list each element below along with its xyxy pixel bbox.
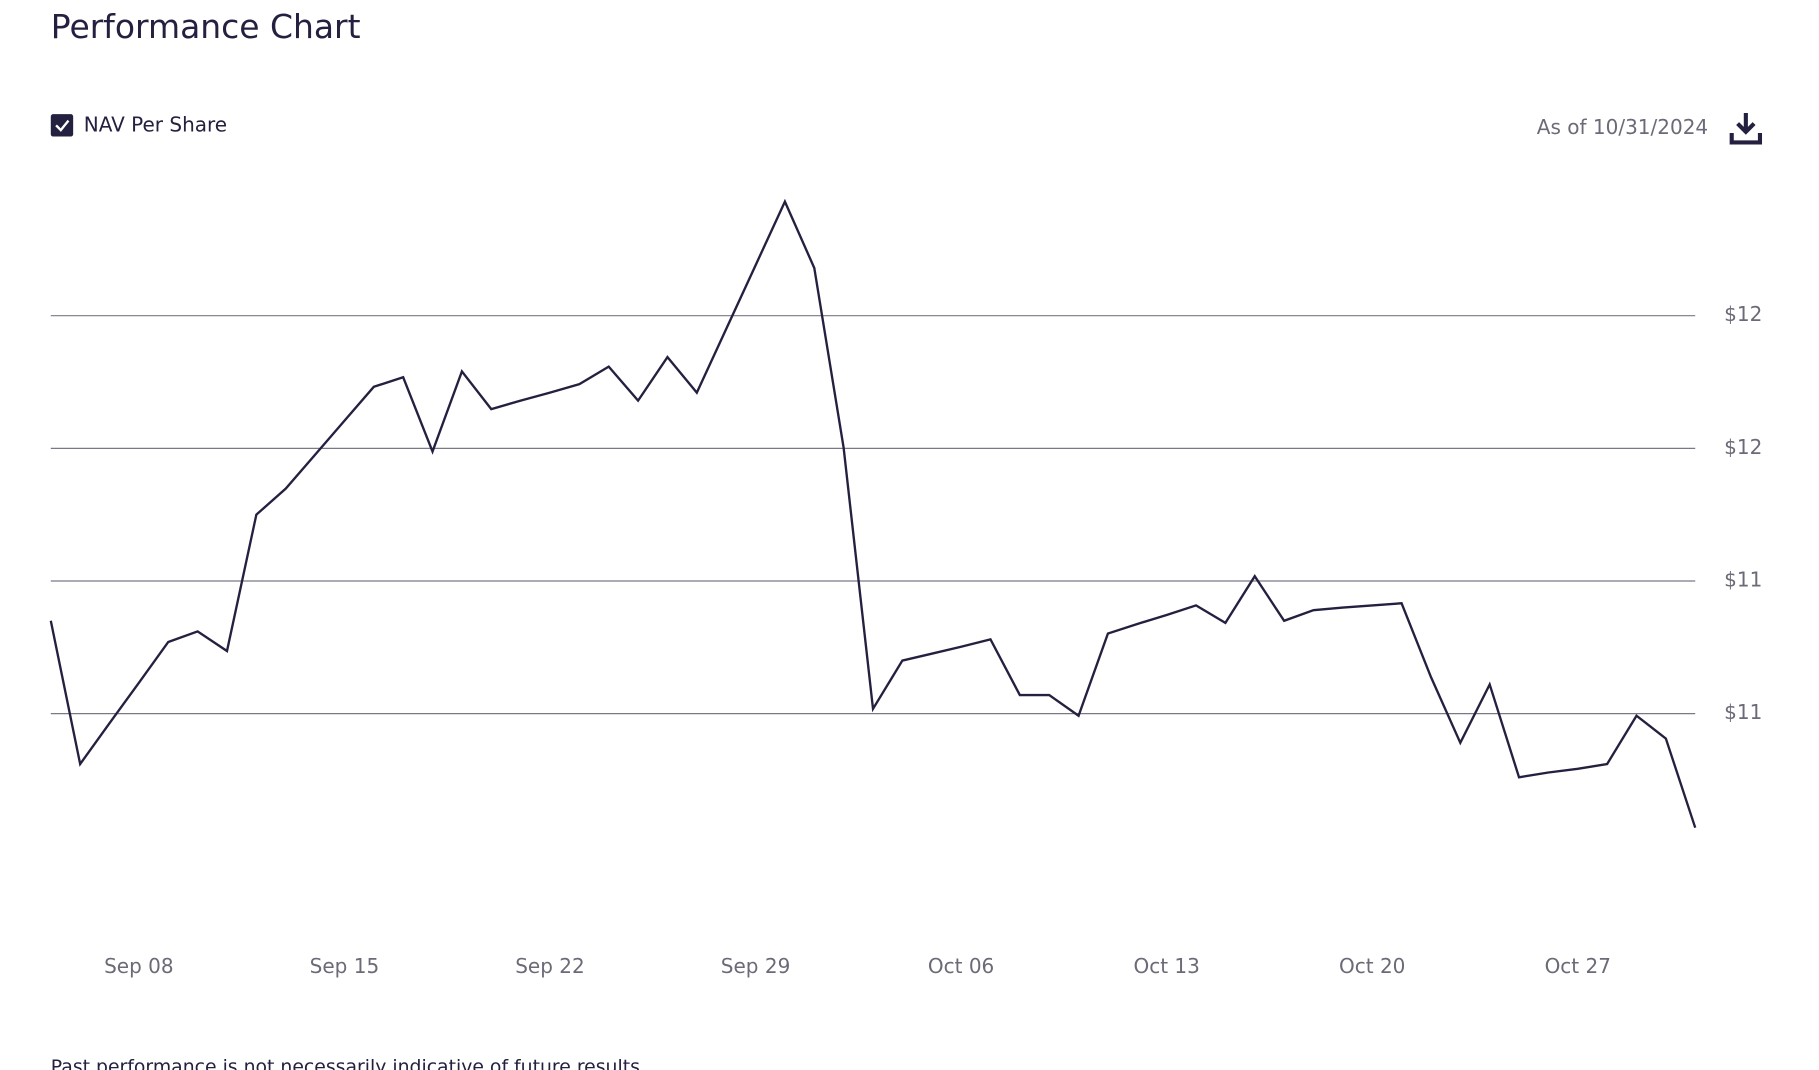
y-tick-label: $11 bbox=[1724, 567, 1762, 591]
x-tick-label: Sep 29 bbox=[721, 954, 791, 978]
x-tick-label: Oct 06 bbox=[928, 954, 994, 978]
check-icon bbox=[55, 119, 70, 132]
footnote: Past performance is not necessarily indi… bbox=[51, 1057, 646, 1070]
x-tick-label: Sep 08 bbox=[104, 954, 174, 978]
legend-label: NAV Per Share bbox=[84, 112, 227, 136]
x-tick-label: Sep 22 bbox=[515, 954, 585, 978]
download-button[interactable] bbox=[1729, 113, 1763, 145]
x-tick-label: Oct 20 bbox=[1339, 954, 1405, 978]
legend-checkbox[interactable] bbox=[50, 114, 74, 137]
chart-title: Performance Chart bbox=[51, 7, 361, 46]
as-of-date: As of 10/31/2024 bbox=[1537, 115, 1708, 139]
download-icon bbox=[1729, 113, 1763, 145]
nav-line bbox=[49, 198, 1697, 829]
y-tick-label: $12 bbox=[1724, 302, 1762, 326]
legend: NAV Per Share bbox=[50, 112, 227, 137]
y-tick-label: $12 bbox=[1724, 435, 1762, 459]
y-tick-label: $11 bbox=[1724, 700, 1762, 724]
x-tick-label: Oct 13 bbox=[1133, 954, 1199, 978]
x-tick-label: Sep 15 bbox=[310, 954, 380, 978]
x-tick-label: Oct 27 bbox=[1545, 954, 1611, 978]
